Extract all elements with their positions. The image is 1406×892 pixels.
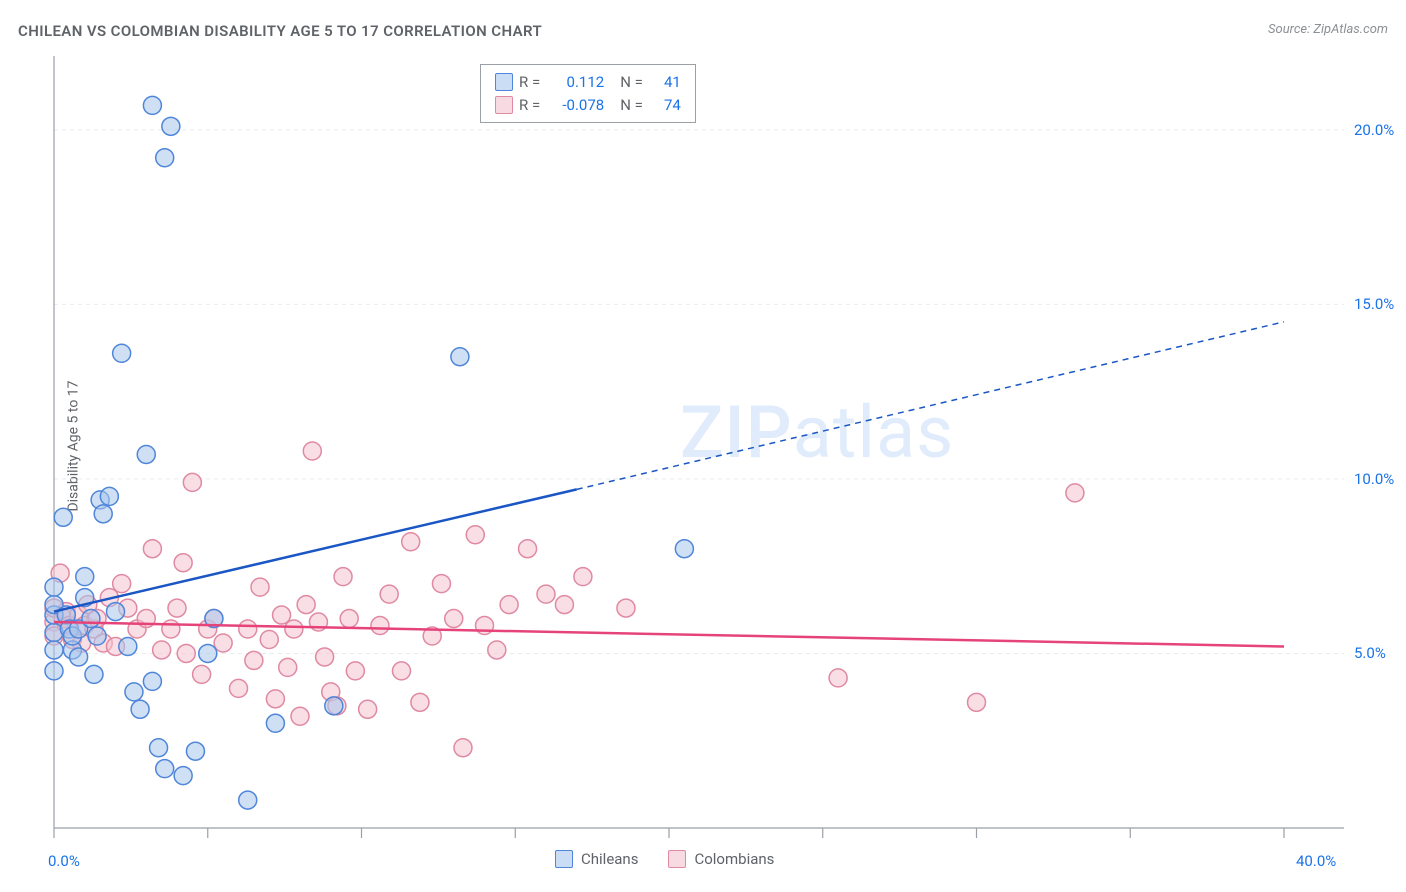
legend-swatch xyxy=(555,850,573,868)
y-tick-label: 15.0% xyxy=(1354,295,1394,313)
legend-row: R =-0.078N =74 xyxy=(495,94,681,117)
y-tick-label: 10.0% xyxy=(1354,470,1394,488)
legend-swatch xyxy=(668,850,686,868)
series-legend: Chileans Colombians xyxy=(555,850,774,868)
correlation-legend: R =0.112N =41R =-0.078N =74 xyxy=(480,64,696,123)
x-tick-label: 0.0% xyxy=(48,852,80,870)
x-tick-label: 40.0% xyxy=(1296,852,1336,870)
scatter-chart xyxy=(0,0,1406,892)
legend-swatch xyxy=(495,73,513,91)
legend-swatch xyxy=(495,96,513,114)
y-tick-label: 5.0% xyxy=(1354,644,1386,662)
legend-item: Chileans xyxy=(555,850,638,868)
legend-item: Colombians xyxy=(668,850,774,868)
legend-row: R =0.112N =41 xyxy=(495,71,681,94)
y-tick-label: 20.0% xyxy=(1354,121,1394,139)
